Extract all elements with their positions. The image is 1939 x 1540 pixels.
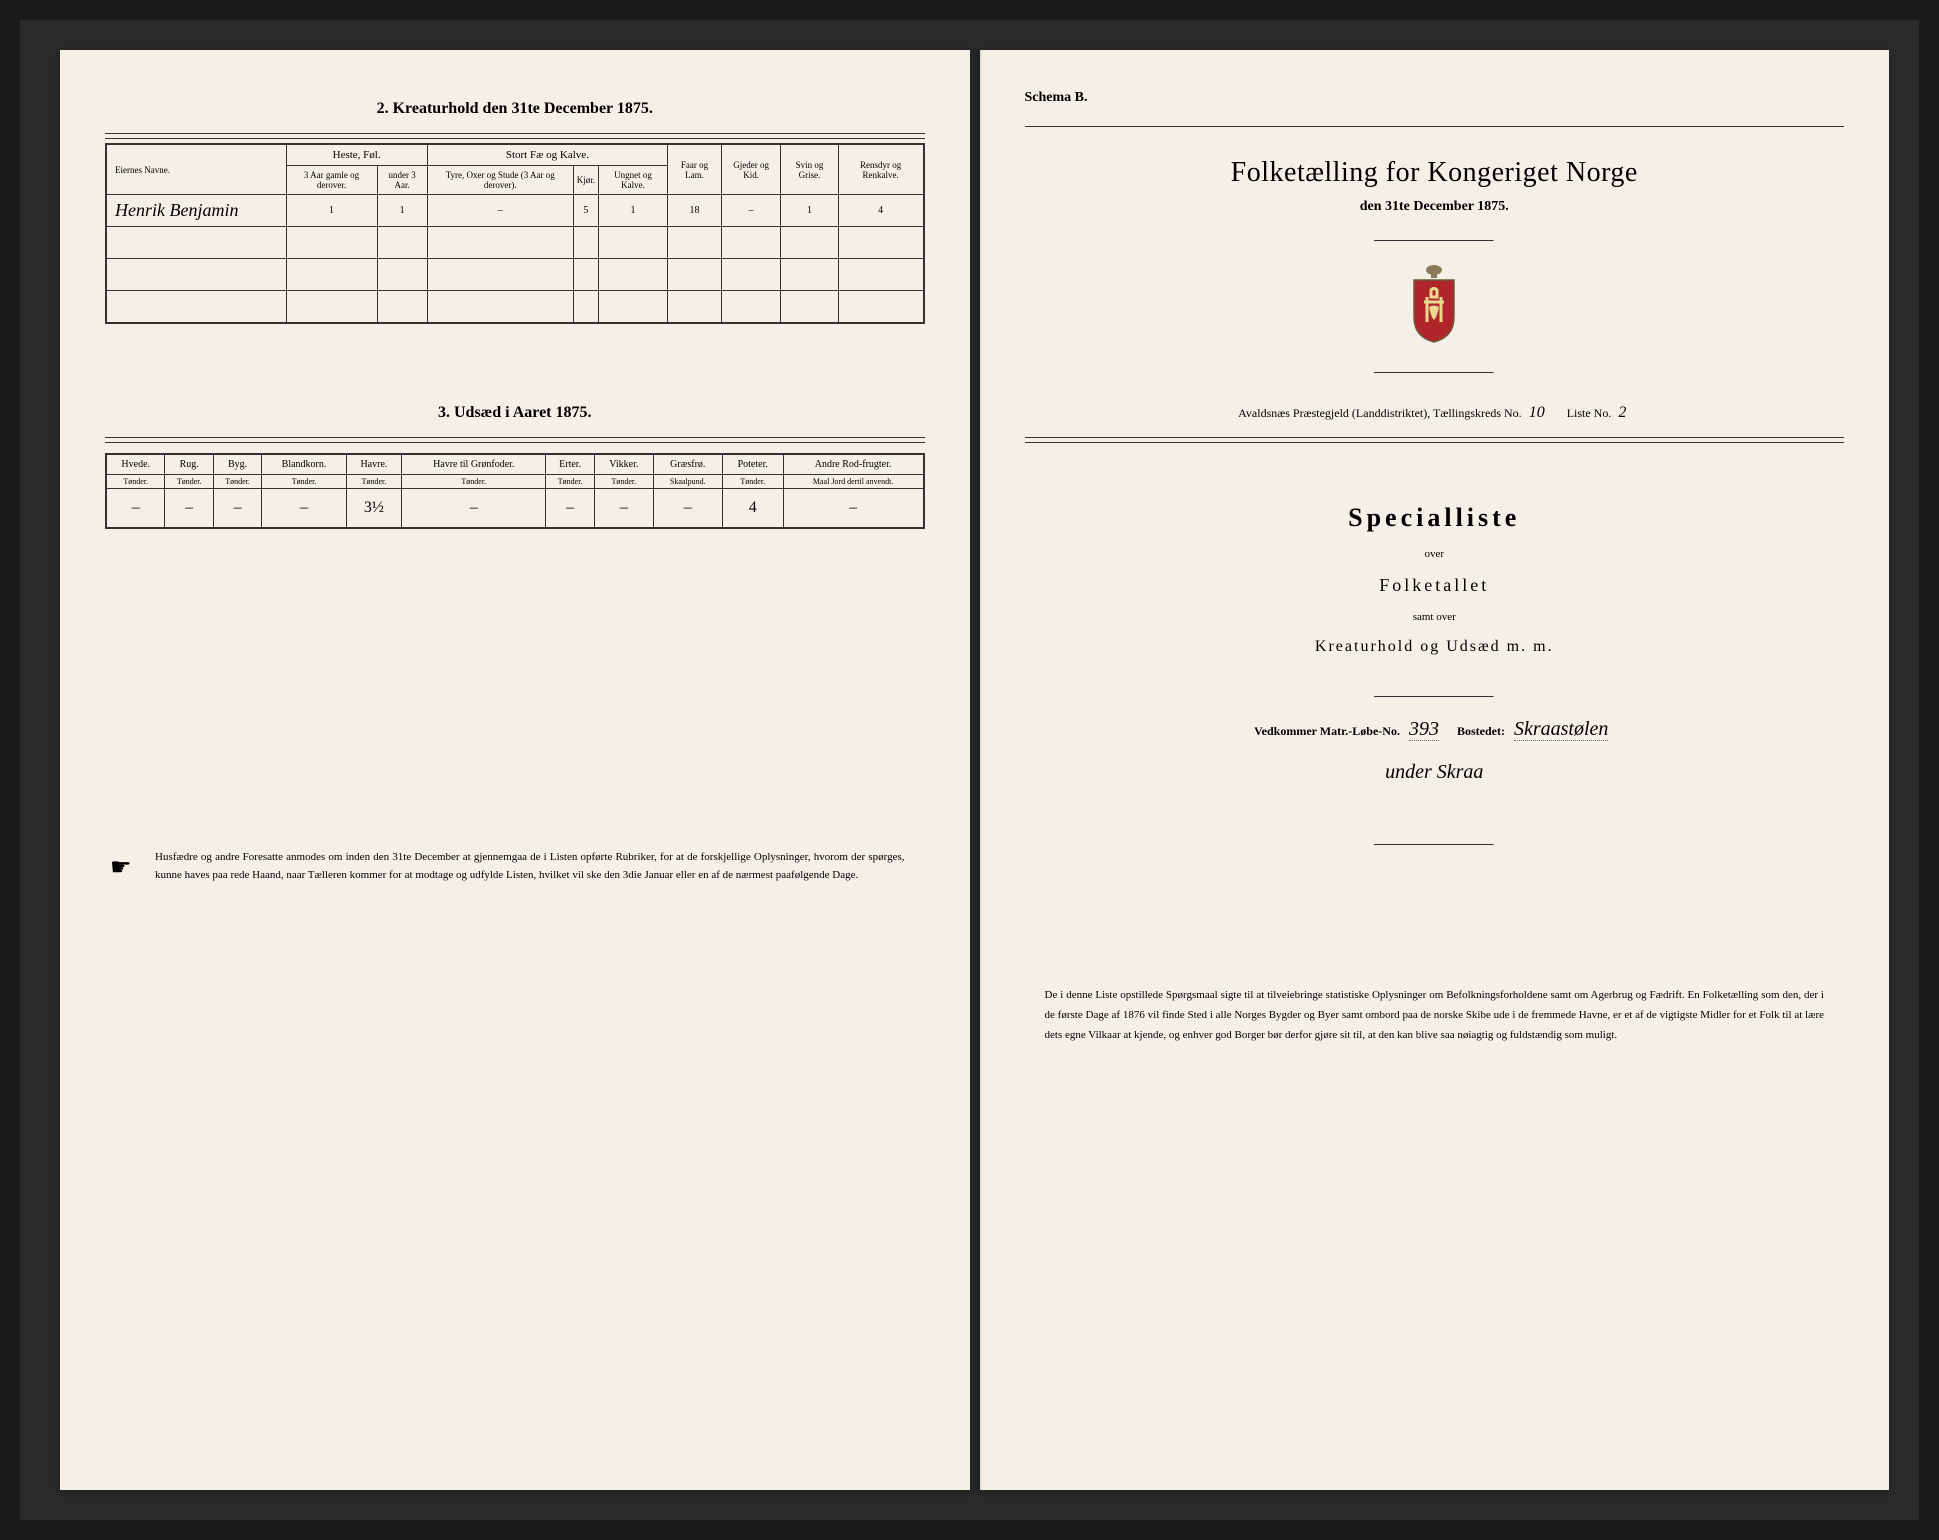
owner-name: Henrik Benjamin (106, 195, 286, 227)
left-footer-note: Husfædre og andre Foresatte anmodes om i… (105, 849, 925, 884)
right-page: Schema B. Folketælling for Kongeriget No… (980, 50, 1890, 1490)
vedkommer-line: Vedkommer Matr.-Løbe-No. 393 Bostedet: S… (1025, 718, 1845, 741)
unit: Tønder. (546, 474, 594, 488)
district-prefix: Avaldsnæs Præstegjeld (Landdistriktet), … (1238, 406, 1522, 420)
cell: 3½ (346, 488, 401, 528)
bosted-label: Bostedet: (1457, 724, 1505, 738)
unit: Tønder. (402, 474, 546, 488)
col: Poteter. (722, 454, 783, 475)
district-line: Avaldsnæs Præstegjeld (Landdistriktet), … (1025, 404, 1845, 422)
liste-no: 2 (1618, 404, 1626, 421)
kreatur-text: Kreaturhold og Udsæd m. m. (1025, 638, 1845, 656)
col-heste-1: under 3 Aar. (377, 166, 427, 195)
kreaturhold-table: Eiernes Navne. Heste, Føl. Stort Fæ og K… (105, 143, 925, 324)
specialliste-title: Specialliste (1025, 503, 1845, 533)
col: Havre. (346, 454, 401, 475)
udsaed-table: Hvede. Rug. Byg. Blandkorn. Havre. Havre… (105, 453, 925, 530)
cell: – (653, 488, 722, 528)
col: Byg. (213, 454, 261, 475)
col-svin: Svin og Grise. (781, 144, 838, 195)
coat-of-arms-icon (1025, 262, 1845, 352)
cell: – (106, 488, 165, 528)
unit: Tønder. (213, 474, 261, 488)
col-heste: Heste, Føl. (286, 144, 427, 166)
col-heste-0: 3 Aar gamle og derover. (286, 166, 377, 195)
table-row (106, 259, 924, 291)
kreds-no: 10 (1529, 404, 1545, 421)
unit: Tønder. (262, 474, 346, 488)
table-row (106, 227, 924, 259)
cell: – (213, 488, 261, 528)
over-text: over (1025, 548, 1845, 560)
cell: 5 (573, 195, 598, 227)
schema-label: Schema B. (1025, 90, 1845, 106)
col-stort-2: Ungnet og Kalve. (599, 166, 668, 195)
folketallet-text: Folketallet (1025, 575, 1845, 596)
table-row (106, 291, 924, 323)
col: Erter. (546, 454, 594, 475)
unit: Tønder. (165, 474, 213, 488)
cell: 1 (377, 195, 427, 227)
col: Andre Rod-frugter. (783, 454, 923, 475)
col-faar: Faar og Lam. (668, 144, 722, 195)
cell: – (594, 488, 653, 528)
cell: – (783, 488, 923, 528)
col: Blandkorn. (262, 454, 346, 475)
cell: 1 (781, 195, 838, 227)
date-line: den 31te December 1875. (1025, 199, 1845, 215)
col: Havre til Grønfoder. (402, 454, 546, 475)
col-name: Eiernes Navne. (106, 144, 286, 195)
cell: – (427, 195, 573, 227)
bosted-line2: under Skraa (1025, 761, 1845, 784)
section3-title: 3. Udsæd i Aaret 1875. (105, 404, 925, 422)
liste-label: Liste No. (1567, 406, 1612, 420)
unit: Skaalpund. (653, 474, 722, 488)
col: Hvede. (106, 454, 165, 475)
unit: Tønder. (722, 474, 783, 488)
unit: Tønder. (594, 474, 653, 488)
section2-title: 2. Kreaturhold den 31te December 1875. (105, 100, 925, 118)
col-stort-1: Kjør. (573, 166, 598, 195)
col: Rug. (165, 454, 213, 475)
col-stort-0: Tyre, Oxer og Stude (3 Aar og derover). (427, 166, 573, 195)
cell: 18 (668, 195, 722, 227)
book-spread: 2. Kreaturhold den 31te December 1875. E… (20, 20, 1919, 1520)
cell: – (721, 195, 780, 227)
matr-no: 393 (1409, 718, 1439, 741)
cell: 4 (838, 195, 923, 227)
col: Vikker. (594, 454, 653, 475)
unit: Tønder. (346, 474, 401, 488)
cell: 4 (722, 488, 783, 528)
right-footer-note: De i denne Liste opstillede Spørgsmaal s… (1025, 986, 1845, 1045)
unit: Tønder. (106, 474, 165, 488)
cell: 1 (599, 195, 668, 227)
cell: – (165, 488, 213, 528)
cell: 1 (286, 195, 377, 227)
table-row: Henrik Benjamin 1 1 – 5 1 18 – 1 4 (106, 195, 924, 227)
col-stort: Stort Fæ og Kalve. (427, 144, 667, 166)
cell: – (262, 488, 346, 528)
col: Græsfrø. (653, 454, 722, 475)
unit: Maal Jord dertil anvendt. (783, 474, 923, 488)
left-page: 2. Kreaturhold den 31te December 1875. E… (60, 50, 970, 1490)
cell: – (402, 488, 546, 528)
table-row: – – – – 3½ – – – – 4 – (106, 488, 924, 528)
samt-text: samt over (1025, 611, 1845, 623)
bosted-value: Skraastølen (1514, 718, 1608, 741)
main-title: Folketælling for Kongeriget Norge (1025, 157, 1845, 189)
col-rensdyr: Rensdyr og Renkalve. (838, 144, 923, 195)
vedkommer-label: Vedkommer Matr.-Løbe-No. (1254, 724, 1400, 738)
cell: – (546, 488, 594, 528)
col-gjeder: Gjeder og Kid. (721, 144, 780, 195)
